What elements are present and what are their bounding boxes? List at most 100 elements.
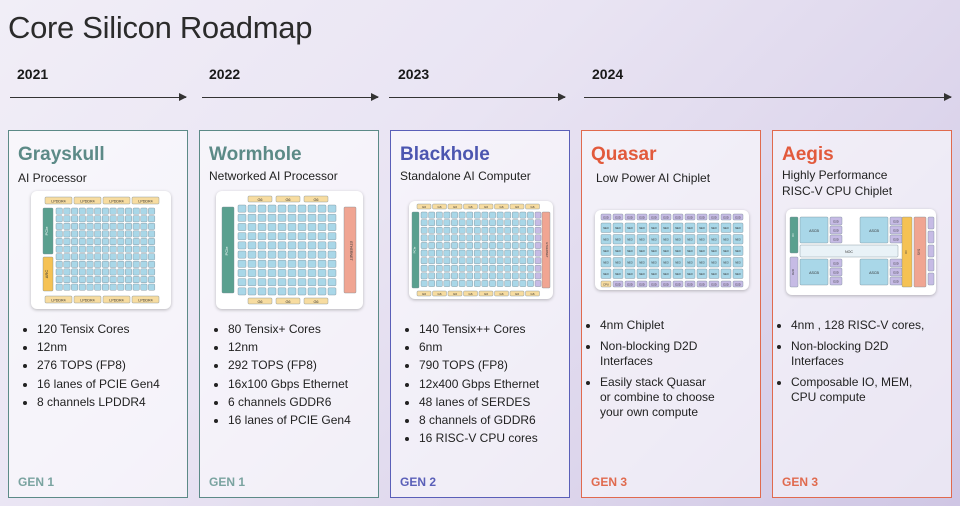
tensix-core (117, 268, 125, 276)
tensix-core (125, 283, 132, 291)
tensix-core (109, 215, 117, 223)
year-2022: 2022 (209, 66, 241, 82)
tensix-core (125, 215, 132, 223)
tensix-core (71, 207, 79, 215)
tensix-core (511, 234, 519, 242)
riscv-cpu-label: D2D (893, 261, 899, 265)
neo-label: NEO (675, 272, 681, 276)
tensix-core (78, 238, 86, 245)
tensix-core (297, 269, 307, 277)
tensix-core (101, 283, 109, 291)
gddr6-label: G6 (437, 292, 441, 296)
tensix-core (117, 276, 125, 283)
feature-item: 48 lanes of SERDES (419, 393, 539, 411)
tensix-core (125, 253, 132, 261)
neo-label: NEO (603, 238, 609, 242)
riscv-cpu-block (829, 225, 843, 235)
tensix-core (481, 211, 489, 219)
d2d-block (612, 280, 624, 288)
sys-label: SYS (917, 249, 921, 255)
tensix-core (327, 287, 337, 296)
tensix-core (428, 264, 436, 272)
tensix-core (267, 241, 277, 250)
neo-label: NEO (735, 238, 741, 242)
tensix-core (519, 264, 527, 272)
tensix-core (86, 276, 94, 283)
gddr6-block (247, 195, 273, 203)
tensix-core (473, 211, 481, 219)
tensix-core (451, 257, 458, 264)
neo-cluster (624, 222, 636, 233)
timeline-arrow-2021 (10, 93, 187, 101)
tensix-core (257, 241, 267, 250)
d2d-label: D2D (791, 268, 795, 275)
tensix-core (277, 259, 287, 268)
tensix-core (257, 223, 267, 231)
neo-cluster (720, 245, 732, 256)
riscv-cpu-block (829, 276, 843, 286)
tensix-core (140, 260, 148, 268)
d2d-label: D2D (615, 283, 621, 287)
wormhole-die-svg: G6 G6 G6 G6 G6 G6 PCIe ETHERNET (221, 195, 357, 305)
sys-block (913, 216, 927, 288)
tensix-core (287, 287, 297, 296)
page-title: Core Silicon Roadmap (8, 10, 313, 45)
tensix-core (55, 268, 63, 276)
tensix-core (125, 207, 132, 215)
tensix-core (101, 215, 109, 223)
tensix-core (94, 276, 102, 283)
tensix-core (148, 253, 156, 261)
riscv-cpu-label: D2D (833, 219, 839, 223)
neo-label: NEO (735, 272, 741, 276)
d2d-label: D2D (651, 216, 657, 220)
generation-badge: GEN 3 (782, 475, 819, 489)
neo-label: NEO (651, 249, 657, 253)
d2d-label: D2D (603, 216, 609, 220)
tensix-core (473, 280, 481, 287)
tensix-core (317, 250, 327, 259)
neo-cluster (732, 234, 744, 245)
tensix-core (132, 245, 140, 253)
card-name: Wormhole (209, 144, 302, 165)
neo-label: NEO (639, 272, 645, 276)
neo-label: NEO (699, 226, 705, 230)
tensix-core (481, 264, 489, 272)
tensix-core (71, 238, 79, 245)
io-block (789, 216, 799, 254)
tensix-core (297, 223, 307, 231)
tensix-core (237, 269, 247, 277)
tensix-core (78, 215, 86, 223)
gddr6-block (494, 203, 509, 210)
tensix-core (443, 249, 451, 257)
tensix-core (71, 223, 79, 230)
feature-list: 120 Tensix Cores 12nm 276 TOPS (FP8) 16 … (9, 320, 160, 411)
tensix-core (55, 260, 63, 268)
neo-label: NEO (735, 261, 741, 265)
tensix-core (257, 204, 267, 213)
tensix-core (267, 223, 277, 231)
gddr6-block (303, 297, 329, 305)
neo-cluster (696, 245, 708, 256)
neo-cluster (732, 245, 744, 256)
tensix-core (94, 230, 102, 238)
tensix-core (86, 207, 94, 215)
tensix-core (140, 215, 148, 223)
gddr6-label: G6 (285, 198, 290, 202)
tensix-core (428, 242, 436, 249)
tensix-core (132, 215, 140, 223)
tensix-core (117, 223, 125, 230)
lpddr4-block (102, 295, 131, 304)
card-grayskull: Grayskull AI Processor LPDDR4 LPDDR4 LPDDR… (8, 130, 188, 498)
tensix-core (148, 260, 156, 268)
grayskull-chip-diagram: LPDDR4 LPDDR4 LPDDR4 LPDDR4 LPDDR4 LPDDR4 LPDD… (31, 191, 171, 309)
neo-cluster (600, 222, 612, 233)
riscv-core (534, 234, 542, 242)
gddr6-block (463, 203, 478, 210)
year-2023: 2023 (398, 66, 430, 82)
neo-cluster (660, 257, 672, 268)
tensix-core (94, 215, 102, 223)
neo-label: NEO (711, 226, 717, 230)
tensix-core (466, 242, 473, 249)
tensix-core (481, 272, 489, 280)
gddr6-block (478, 203, 494, 210)
